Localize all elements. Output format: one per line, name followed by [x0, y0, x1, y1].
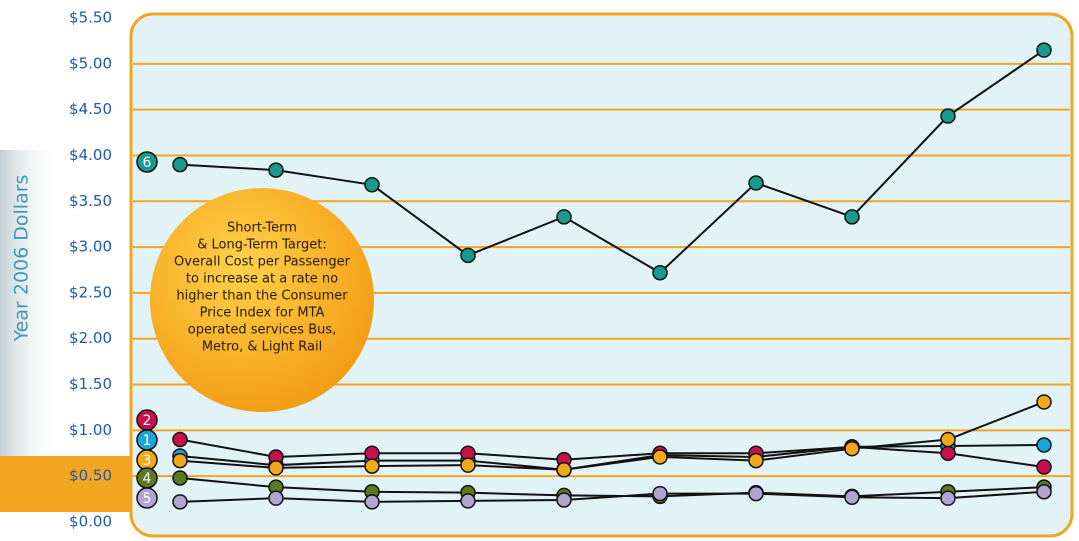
annotation-text: Overall Cost per Passenger: [174, 255, 351, 270]
legend-label: 6: [143, 155, 152, 171]
annotation-text: to increase at a rate no: [186, 272, 338, 287]
annotation-text: Short-Term: [227, 221, 297, 236]
annotation-text: higher than the Consumer: [176, 289, 348, 304]
data-point: [365, 459, 379, 473]
data-point: [173, 454, 187, 468]
annotation-text: Metro, & Light Rail: [202, 340, 322, 355]
data-point: [941, 491, 955, 505]
legend-label: 1: [143, 433, 152, 449]
data-point: [557, 463, 571, 477]
data-point: [269, 461, 283, 475]
data-point: [365, 495, 379, 509]
y-tick-label: $0.50: [69, 467, 112, 485]
y-tick-label: $3.50: [69, 192, 112, 210]
data-point: [461, 248, 475, 262]
data-point: [749, 454, 763, 468]
data-point: [173, 471, 187, 485]
chart: Year 2006 Dollars $0.00 $0.50 $1.00 $1.50 $2…: [0, 0, 1079, 541]
legend-label: 2: [143, 413, 152, 429]
data-point: [557, 493, 571, 507]
y-tick-label: $2.50: [69, 283, 112, 301]
data-point: [749, 176, 763, 190]
data-point: [941, 446, 955, 460]
data-point: [1037, 460, 1051, 474]
annotation-text: & Long-Term Target:: [197, 238, 326, 253]
y-tick-label: $2.00: [69, 329, 112, 347]
data-point: [845, 210, 859, 224]
data-point: [269, 163, 283, 177]
data-point: [1037, 395, 1051, 409]
annotation-text: Price Index for MTA: [200, 306, 325, 321]
data-point: [173, 433, 187, 447]
data-point: [749, 487, 763, 501]
y-axis-label: Year 2006 Dollars: [11, 175, 33, 343]
data-point: [461, 494, 475, 508]
y-tick-label: $1.00: [69, 421, 112, 439]
y-tick-label: $3.00: [69, 238, 112, 256]
data-point: [941, 433, 955, 447]
data-point: [1037, 43, 1051, 57]
data-point: [941, 109, 955, 123]
data-point: [365, 446, 379, 460]
legend-label: 3: [143, 453, 152, 469]
data-point: [461, 458, 475, 472]
annotation-text: operated services Bus,: [188, 323, 337, 338]
y-tick-label: $4.00: [69, 146, 112, 164]
data-point: [845, 490, 859, 504]
data-point: [653, 487, 667, 501]
data-point: [557, 210, 571, 224]
data-point: [173, 495, 187, 509]
data-point: [365, 178, 379, 192]
data-point: [173, 158, 187, 172]
legend-label: 5: [143, 491, 152, 507]
data-point: [653, 266, 667, 280]
y-tick-label: $1.50: [69, 375, 112, 393]
y-tick-label: $0.00: [69, 513, 112, 531]
data-point: [845, 442, 859, 456]
data-point: [653, 450, 667, 464]
data-point: [269, 491, 283, 505]
y-tick-label: $5.00: [69, 54, 112, 72]
legend-label: 4: [143, 471, 152, 487]
data-point: [1037, 438, 1051, 452]
y-tick-label: $4.50: [69, 100, 112, 118]
data-point: [1037, 485, 1051, 499]
y-tick-label: $5.50: [69, 9, 112, 27]
